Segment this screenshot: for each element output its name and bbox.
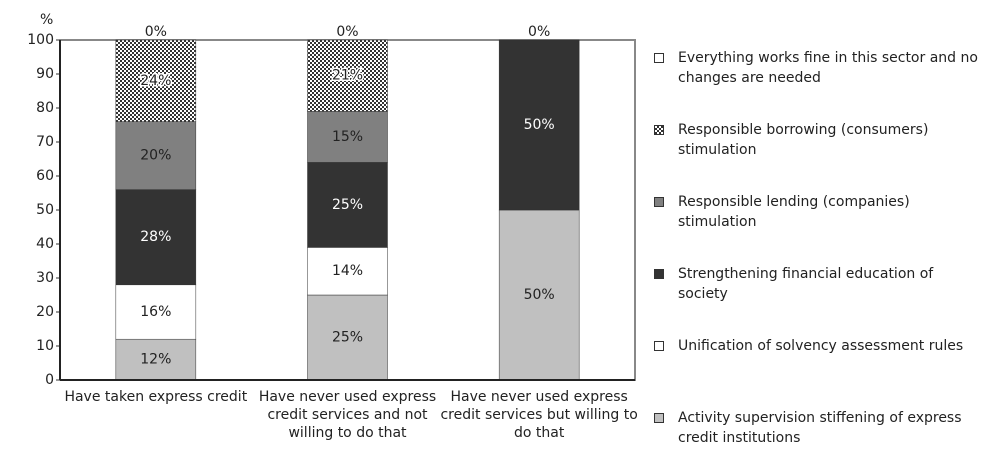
data-label: 50% xyxy=(524,117,555,133)
data-label: 25% xyxy=(332,197,363,213)
bar-segment xyxy=(115,189,197,286)
data-label: 50% xyxy=(524,287,555,303)
legend-entry: Strengthening financial education of soc… xyxy=(654,264,983,304)
legend-entry: Responsible lending (companies) stimulat… xyxy=(654,192,983,232)
y-tick-label: 70 xyxy=(36,134,54,150)
data-label: 20% xyxy=(140,148,171,164)
y-tick-label: 30 xyxy=(36,270,54,286)
legend-entry: Activity supervision stiffening of expre… xyxy=(654,408,983,448)
bar-segment xyxy=(498,39,580,211)
data-label: 15% xyxy=(332,129,363,145)
legend-swatch xyxy=(654,413,664,423)
bar-segment xyxy=(307,39,388,112)
x-tick-label: Have never used express credit services … xyxy=(440,389,638,441)
data-label: 14% xyxy=(332,263,363,279)
legend-entry: Unification of solvency assessment rules xyxy=(654,336,983,356)
data-label: 16% xyxy=(140,304,171,320)
bar-segment xyxy=(307,294,388,381)
legend-swatch xyxy=(654,341,664,351)
legend-entry: Everything works fine in this sector and… xyxy=(654,48,983,88)
legend-swatch xyxy=(654,197,664,207)
data-label: 24% xyxy=(140,73,171,89)
bar-segment xyxy=(115,39,197,122)
y-tick-label: 10 xyxy=(36,338,54,354)
x-tick-label: Have taken express credit xyxy=(64,389,248,405)
bar-segment xyxy=(307,247,388,296)
data-label: 25% xyxy=(332,330,363,346)
data-label: 0% xyxy=(145,24,167,40)
legend-swatch xyxy=(654,125,664,135)
bar-segment xyxy=(115,284,197,340)
x-tick-label: Have never used express credit services … xyxy=(258,389,437,441)
bar-segment xyxy=(307,111,388,163)
data-label: 12% xyxy=(140,352,171,368)
data-label: 28% xyxy=(140,229,171,245)
y-tick-label: 60 xyxy=(36,168,54,184)
legend-swatch xyxy=(654,53,664,63)
y-axis-label: % xyxy=(40,12,53,28)
y-tick-label: 0 xyxy=(45,372,54,388)
data-label: 0% xyxy=(336,24,358,40)
legend-entry: Responsible borrowing (consumers) stimul… xyxy=(654,120,983,160)
bar-segment xyxy=(115,121,197,190)
y-tick-label: 50 xyxy=(36,202,54,218)
data-label: 0% xyxy=(528,24,550,40)
bar-segment xyxy=(307,162,388,248)
y-tick-label: 40 xyxy=(36,236,54,252)
bar-segment xyxy=(498,209,580,381)
y-tick-label: 100 xyxy=(27,32,54,48)
data-label: 21% xyxy=(332,68,363,84)
y-tick-label: 20 xyxy=(36,304,54,320)
bar-segment xyxy=(115,338,197,381)
y-tick-label: 80 xyxy=(36,100,54,116)
y-tick-label: 90 xyxy=(36,66,54,82)
legend-swatch xyxy=(654,269,664,279)
